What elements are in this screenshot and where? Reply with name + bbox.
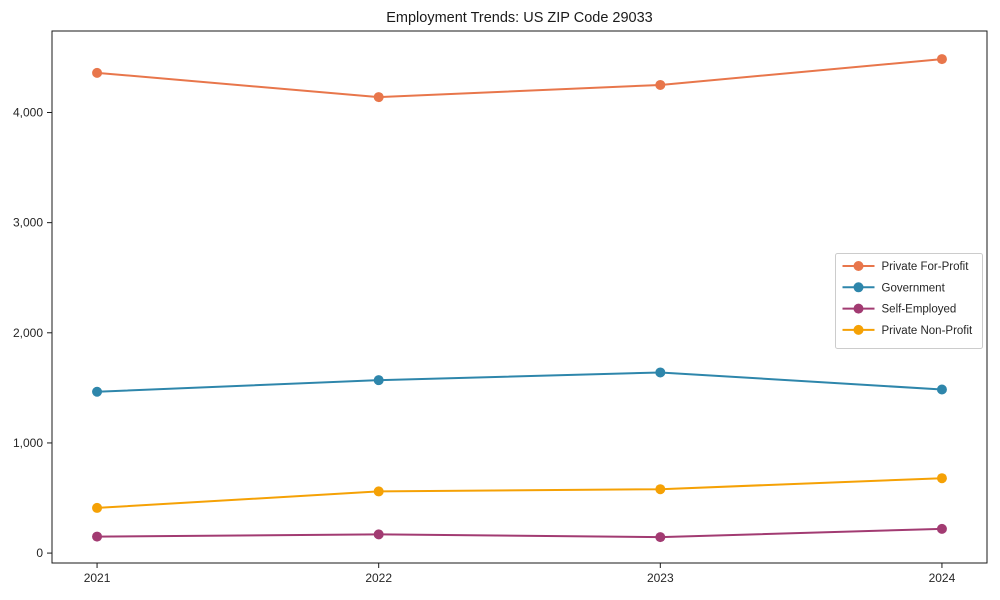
data-point-private-for-profit-2022 bbox=[373, 92, 384, 103]
data-point-government-2024 bbox=[936, 384, 947, 395]
y-tick-label: 1,000 bbox=[13, 436, 43, 450]
series-layer bbox=[92, 54, 947, 543]
legend-item-government: Government bbox=[842, 282, 946, 294]
data-point-self-employed-2024 bbox=[936, 523, 947, 534]
axes: 0 1,000 2,000 3,000 4,000 2021 2022 2023 2024 bbox=[13, 30, 988, 585]
series-line-private-non-profit bbox=[97, 477, 942, 509]
legend-marker-private-non-profit bbox=[853, 324, 864, 335]
data-point-government-2023 bbox=[655, 367, 666, 378]
data-point-self-employed-2023 bbox=[655, 532, 666, 543]
plot-border bbox=[51, 30, 988, 564]
legend-label: Self-Employed bbox=[882, 304, 957, 316]
y-tick-label: 2,000 bbox=[13, 326, 43, 340]
legend-label: Private Non-Profit bbox=[882, 325, 974, 337]
data-point-private-non-profit-2021 bbox=[92, 502, 103, 513]
data-point-private-for-profit-2021 bbox=[92, 67, 103, 78]
series-line-self-employed bbox=[97, 527, 942, 539]
data-point-self-employed-2022 bbox=[373, 529, 384, 540]
data-point-private-non-profit-2022 bbox=[373, 486, 384, 497]
data-point-private-non-profit-2024 bbox=[936, 473, 947, 484]
data-point-government-2021 bbox=[92, 386, 103, 397]
legend-marker-self-employed bbox=[853, 303, 864, 314]
data-point-self-employed-2021 bbox=[92, 531, 103, 542]
legend-item-private-for-profit: Private For-Profit bbox=[842, 261, 970, 273]
series-line-government bbox=[97, 371, 943, 393]
data-point-private-non-profit-2023 bbox=[655, 484, 666, 495]
data-point-private-for-profit-2024 bbox=[936, 54, 947, 65]
x-tick-label: 2022 bbox=[365, 571, 392, 585]
data-point-private-for-profit-2023 bbox=[655, 79, 666, 90]
legend-label: Private For-Profit bbox=[882, 261, 970, 273]
x-tick-label: 2024 bbox=[929, 571, 956, 585]
data-point-government-2022 bbox=[373, 375, 384, 386]
y-tick-label: 0 bbox=[36, 546, 43, 560]
x-tick-label: 2023 bbox=[647, 571, 674, 585]
legend-marker-government bbox=[853, 282, 864, 293]
x-tick-label: 2021 bbox=[84, 571, 111, 585]
chart-title: Employment Trends: US ZIP Code 29033 bbox=[386, 10, 653, 26]
legend-box bbox=[835, 253, 983, 349]
legend-item-self-employed: Self-Employed bbox=[842, 303, 957, 316]
y-tick-label: 4,000 bbox=[13, 106, 43, 120]
legend: Private For-Profit Government Self-Employe… bbox=[835, 253, 983, 349]
series-line-private-for-profit bbox=[96, 58, 943, 99]
legend-item-private-non-profit: Private Non-Profit bbox=[842, 324, 974, 337]
y-tick-label: 3,000 bbox=[13, 216, 43, 230]
legend-marker-private-for-profit bbox=[853, 261, 864, 271]
legend-label: Government bbox=[882, 282, 946, 294]
